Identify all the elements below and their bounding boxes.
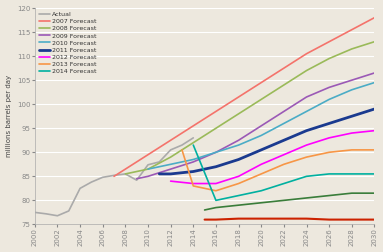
Y-axis label: millions barrels per day: millions barrels per day <box>6 75 11 157</box>
Legend: Actual, 2007 Forecast, 2008 Forecast, 2009 Forecast, 2010 Forecast, 2011 Forecas: Actual, 2007 Forecast, 2008 Forecast, 20… <box>37 11 98 75</box>
